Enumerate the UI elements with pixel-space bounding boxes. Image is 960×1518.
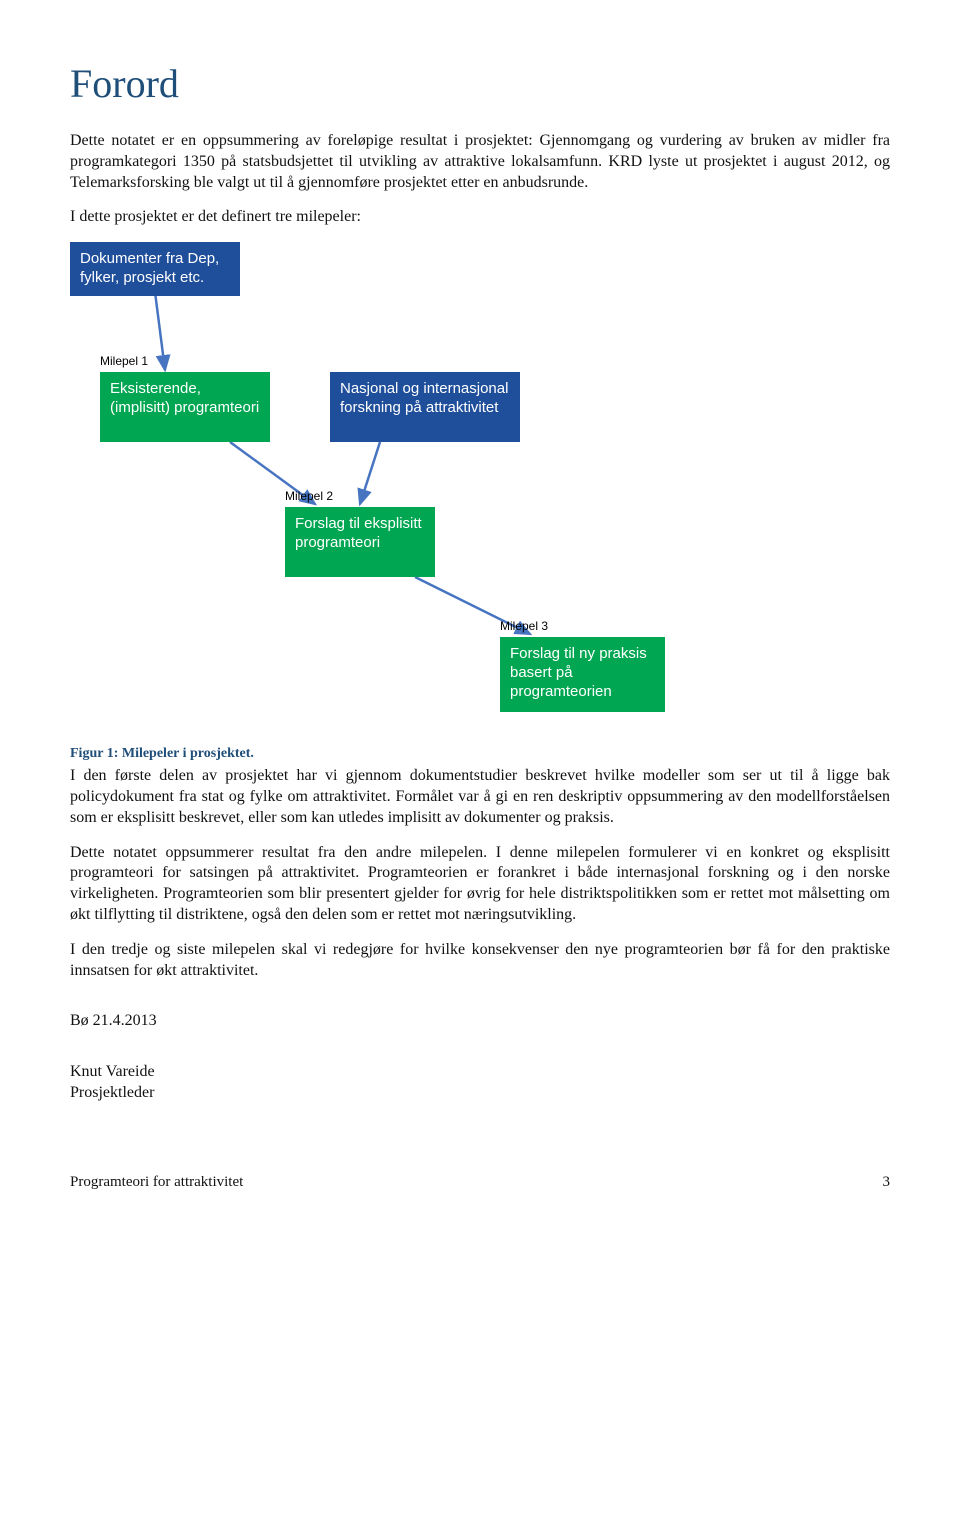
footer-page-number: 3 [883,1174,891,1191]
date-line: Bø 21.4.2013 [70,1011,890,1032]
author-name: Knut Vareide [70,1062,890,1083]
diagram-box-docs: Dokumenter fra Dep, fylker, prosjekt etc… [70,242,240,296]
diagram-arrow-0 [155,292,165,370]
footer-left: Programteori for attraktivitet [70,1174,243,1191]
diagram-arrow-2 [360,442,380,504]
diagram-box-m3: Forslag til ny praksis basert på program… [500,637,665,712]
paragraph-body-2: Dette notatet oppsummerer resultat fra d… [70,843,890,926]
paragraph-body-1: I den første delen av prosjektet har vi … [70,766,890,828]
diagram-box-m2: Forslag til eksplisitt programteori [285,507,435,577]
diagram-box-nat: Nasjonal og internasjonal forskning på a… [330,372,520,442]
author-role: Prosjektleder [70,1083,890,1104]
figure-caption: Figur 1: Milepeler i prosjektet. [70,746,890,762]
diagram-label-m1: Milepel 1 [100,354,148,368]
milestones-diagram: Dokumenter fra Dep, fylker, prosjekt etc… [70,242,890,742]
diagram-arrows [70,242,890,742]
paragraph-body-3: I den tredje og siste milepelen skal vi … [70,940,890,982]
diagram-box-m1: Eksisterende, (implisitt) programteori [100,372,270,442]
page-title: Forord [70,60,890,107]
paragraph-intro-2: I dette prosjektet er det definert tre m… [70,207,890,228]
page-footer: Programteori for attraktivitet 3 [70,1174,890,1191]
diagram-label-m3: Milepel 3 [500,619,548,633]
paragraph-intro-1: Dette notatet er en oppsummering av fore… [70,131,890,193]
diagram-label-m2: Milepel 2 [285,489,333,503]
